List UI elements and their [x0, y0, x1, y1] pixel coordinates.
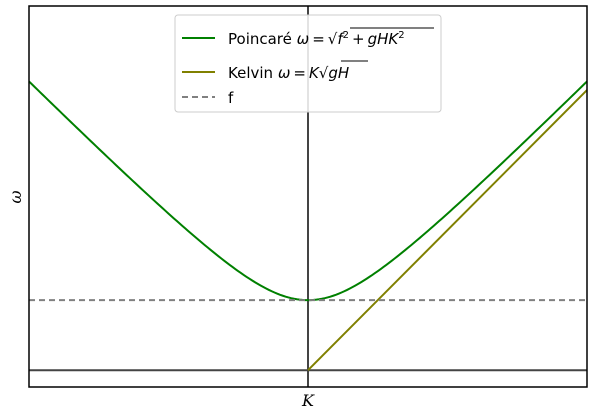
- series-line-poincare: [28, 80, 588, 302]
- legend-label-kelvin: Kelvin ω = K√gH: [228, 64, 349, 82]
- legend-label-poincare: Poincaré ω = √f2 + gHK2: [228, 30, 405, 48]
- legend-label-f: f: [228, 89, 234, 107]
- legend-frame: [174, 14, 442, 113]
- x-axis-label: K: [301, 391, 315, 410]
- legend: Poincaré ω = √f2 + gHK2 Kelvin ω = K√gH f: [174, 14, 442, 113]
- series-lines: [28, 80, 588, 371]
- plot-frame: [28, 5, 588, 388]
- series-line-kelvin: [307, 89, 588, 371]
- y-axis-label: ω: [6, 190, 25, 203]
